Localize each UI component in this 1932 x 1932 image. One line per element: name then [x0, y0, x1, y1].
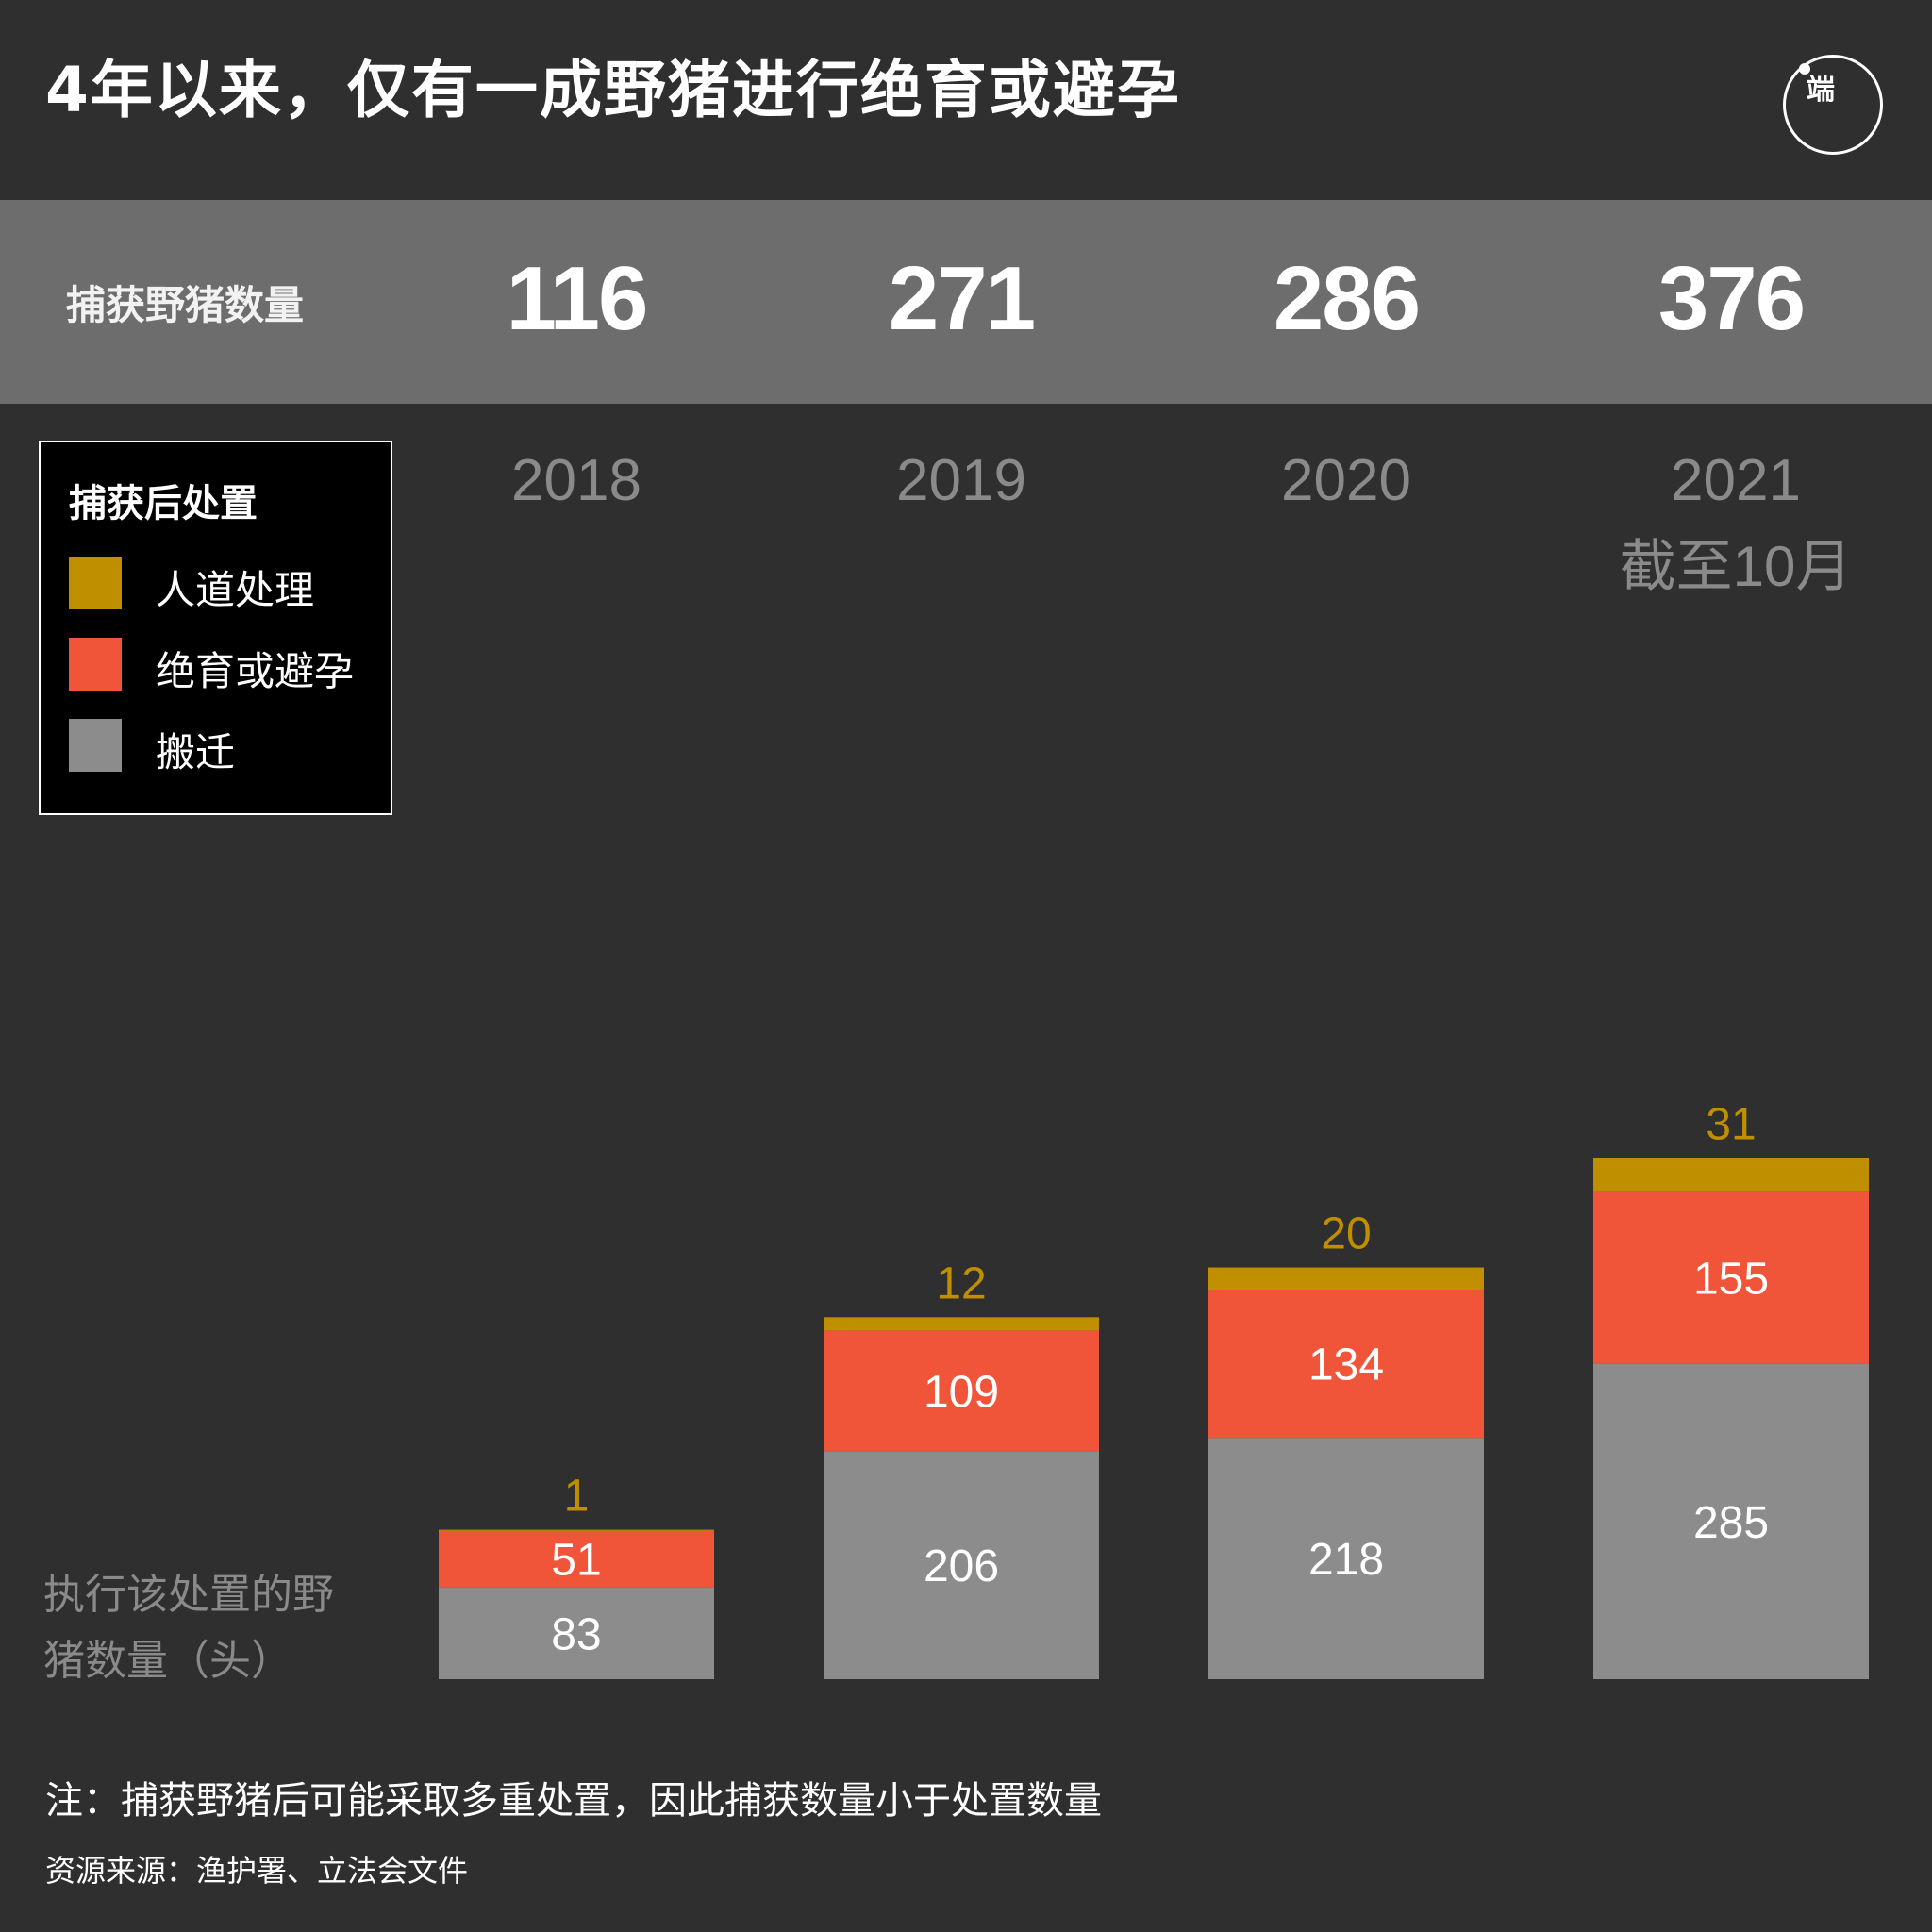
year-label-2018: 2018	[511, 448, 641, 513]
bar-relocation-2020	[1208, 1438, 1484, 1679]
legend-title: 捕获后处置	[69, 482, 258, 525]
logo-glyph: 端	[1807, 74, 1835, 107]
label-relocation-2018: 83	[551, 1609, 601, 1659]
label-humane-2018: 1	[564, 1472, 590, 1522]
summary-band	[0, 200, 1932, 404]
y-axis-caption: 执行该处置的野猪数量（头）	[43, 1571, 334, 1685]
label-humane-2020: 20	[1321, 1209, 1371, 1259]
bar-relocation-2018	[439, 1587, 714, 1679]
bar-sterilization-2021	[1593, 1191, 1869, 1364]
label-relocation-2019: 206	[924, 1541, 999, 1591]
summary-value-2018: 116	[506, 248, 649, 349]
label-sterilization-2021: 155	[1693, 1255, 1769, 1305]
summary-value-2020: 286	[1273, 248, 1421, 349]
legend-swatch-relocation	[69, 719, 122, 772]
year-label-2021: 2021	[1671, 448, 1801, 513]
initium-logo: 端	[1783, 55, 1883, 155]
bar-relocation-2021	[1593, 1363, 1869, 1679]
source-line: 资源来源：渔护署、立法会文件	[45, 1853, 469, 1889]
logo-dot-icon	[1799, 63, 1810, 75]
bar-sterilization-2018	[439, 1530, 714, 1588]
legend-swatch-humane	[69, 557, 122, 609]
bar-sterilization-2019	[824, 1330, 1099, 1452]
summary-value-2019: 271	[888, 248, 1036, 349]
label-sterilization-2018: 51	[551, 1536, 601, 1586]
year-label-2019: 2019	[896, 448, 1026, 513]
label-sterilization-2020: 134	[1308, 1341, 1384, 1391]
label-sterilization-2019: 109	[924, 1367, 999, 1417]
summary-value-2021: 376	[1657, 248, 1806, 349]
legend: 捕获后处置 人道处理 绝育或避孕 搬迁	[39, 441, 392, 815]
year-note-2021: 截至10月	[1619, 535, 1853, 598]
label-relocation-2020: 218	[1308, 1535, 1384, 1585]
bar-sterilization-2020	[1208, 1289, 1484, 1439]
year-label-2020: 2020	[1281, 448, 1411, 513]
bar-humane-2018	[439, 1529, 714, 1531]
legend-label-humane: 人道处理	[156, 567, 315, 613]
legend-label-relocation: 搬迁	[156, 729, 236, 775]
bar-humane-2019	[824, 1317, 1099, 1331]
bar-humane-2021	[1593, 1158, 1869, 1192]
label-humane-2019: 12	[936, 1258, 986, 1308]
legend-swatch-sterilization	[69, 638, 122, 691]
legend-label-sterilization: 绝育或避孕	[156, 648, 355, 694]
bar-relocation-2019	[824, 1451, 1099, 1679]
summary-label: 捕获野猪数量	[66, 282, 305, 328]
footnote: 注：捕获野猪后可能采取多重处置，因此捕获数量小于处置数量	[45, 1779, 1102, 1823]
label-relocation-2021: 285	[1693, 1498, 1769, 1548]
chart-title: 4年以来，仅有一成野猪进行绝育或避孕	[45, 54, 1181, 126]
bar-humane-2020	[1208, 1267, 1484, 1290]
label-humane-2021: 31	[1706, 1099, 1756, 1149]
